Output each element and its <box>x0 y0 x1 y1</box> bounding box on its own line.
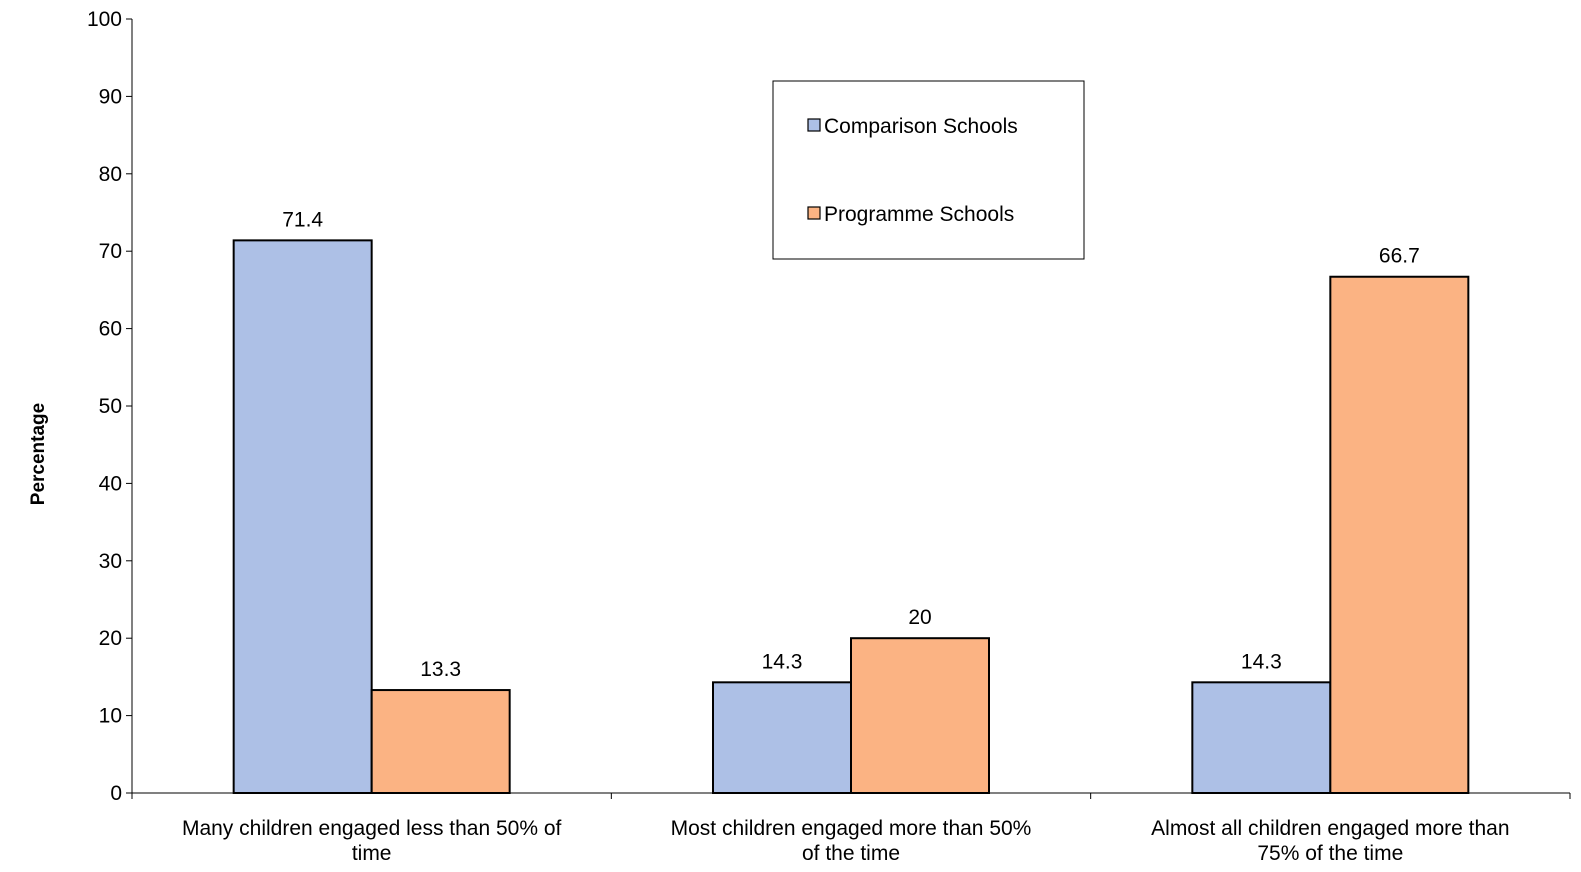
legend-label-comparison: Comparison Schools <box>824 115 1018 138</box>
y-tick-label: 100 <box>87 8 122 31</box>
x-category-label: Almost all children engaged more than <box>1151 817 1509 840</box>
data-label: 14.3 <box>1241 650 1282 673</box>
legend-label-programme: Programme Schools <box>824 203 1014 226</box>
x-category-label: 75% of the time <box>1257 842 1403 865</box>
category-labels-group: Many children engaged less than 50% ofti… <box>182 817 1510 865</box>
y-tick-label: 10 <box>99 705 122 728</box>
y-tick-label: 20 <box>99 627 122 650</box>
x-category-label: time <box>352 842 392 865</box>
bar-comparison <box>712 681 852 794</box>
y-axis-label: Percentage <box>28 403 49 505</box>
y-tick-label: 30 <box>99 550 122 573</box>
x-category-label: of the time <box>802 842 900 865</box>
legend: Comparison Schools Programme Schools <box>772 80 1085 260</box>
bar-comparison <box>1191 681 1332 794</box>
data-label: 20 <box>908 606 931 629</box>
bar-comparison <box>232 239 373 794</box>
x-category-label: Many children engaged less than 50% of <box>182 817 562 840</box>
y-tick-label: 60 <box>99 318 122 341</box>
bar-programme <box>1329 275 1470 794</box>
y-tick-label: 90 <box>99 85 122 108</box>
y-tick-label: 70 <box>99 240 122 263</box>
bars-group <box>232 239 1470 795</box>
data-label: 13.3 <box>420 658 461 681</box>
legend-swatch-programme <box>807 206 821 220</box>
data-label: 66.7 <box>1379 245 1420 268</box>
y-tick-label: 0 <box>110 782 122 805</box>
y-tick-label: 40 <box>99 472 122 495</box>
bar-programme <box>850 637 990 795</box>
legend-swatch-comparison <box>807 118 821 132</box>
y-tick-label: 80 <box>99 163 122 186</box>
data-labels-group: 71.4 13.3 14.3 20 14.3 66.7 <box>282 208 1420 681</box>
data-label: 14.3 <box>762 650 803 673</box>
bar-programme <box>370 689 511 794</box>
x-category-label: Most children engaged more than 50% <box>671 817 1032 840</box>
data-label: 71.4 <box>282 208 323 231</box>
legend-box <box>772 80 1085 260</box>
y-axis: 0 10 20 30 40 50 60 70 80 90 100 <box>87 8 133 805</box>
y-tick-label: 50 <box>99 395 122 418</box>
